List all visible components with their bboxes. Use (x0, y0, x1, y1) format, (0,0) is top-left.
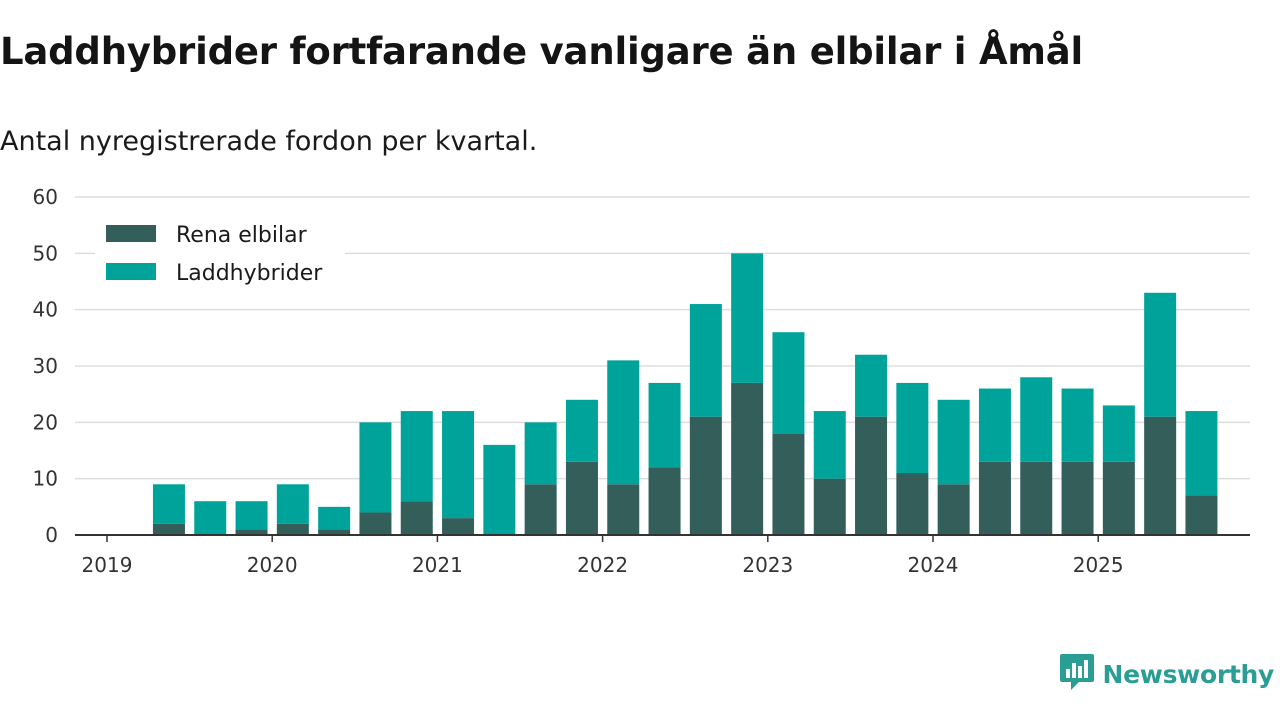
legend: Rena elbilar Laddhybrider (95, 216, 345, 294)
bar-rena-elbilar (235, 529, 268, 535)
bar-rena-elbilar (400, 501, 433, 535)
bar-rena-elbilar (359, 512, 392, 535)
bar-laddhybrider (1061, 388, 1094, 462)
y-tick-label: 0 (45, 523, 58, 547)
bar-rena-elbilar (152, 523, 185, 535)
x-tick-label: 2022 (577, 553, 628, 577)
bar-rena-elbilar (978, 461, 1011, 535)
y-tick-label: 20 (33, 410, 58, 434)
x-tick-label: 2023 (742, 553, 793, 577)
bar-rena-elbilar (442, 518, 475, 535)
bar-laddhybrider (442, 411, 475, 519)
y-tick-label: 40 (33, 298, 58, 322)
bar-laddhybrider (359, 422, 392, 513)
y-tick-label: 60 (33, 185, 58, 209)
x-tick-label: 2025 (1073, 553, 1124, 577)
bar-rena-elbilar (524, 484, 557, 535)
bar-rena-elbilar (1020, 461, 1053, 535)
x-tick-label: 2020 (247, 553, 298, 577)
legend-swatch (106, 263, 156, 280)
axes: 0 10 20 30 40 50 60 2019 2020 2021 2022 2023 2024 202… (33, 185, 1250, 577)
bar-rena-elbilar (855, 416, 888, 535)
bar-rena-elbilar (1061, 461, 1094, 535)
bar-rena-elbilar (731, 382, 764, 535)
bar-laddhybrider (318, 506, 351, 530)
bar-rena-elbilar (937, 484, 970, 535)
bars (152, 253, 1218, 535)
bar-laddhybrider (194, 501, 227, 535)
bar-laddhybrider (276, 484, 309, 524)
bar-laddhybrider (648, 382, 681, 468)
legend-swatch (106, 225, 156, 242)
bar-laddhybrider (152, 484, 185, 524)
bar-laddhybrider (1102, 405, 1135, 462)
bar-laddhybrider (524, 422, 557, 485)
bar-rena-elbilar (318, 529, 351, 535)
x-tick-label: 2021 (412, 553, 463, 577)
bar-laddhybrider (689, 304, 722, 417)
bar-rena-elbilar (813, 478, 846, 535)
bar-laddhybrider (855, 354, 888, 417)
y-tick-label: 10 (33, 467, 58, 491)
bar-rena-elbilar (648, 467, 681, 535)
bar-laddhybrider (1144, 292, 1177, 417)
bar-laddhybrider (1020, 377, 1053, 462)
bar-laddhybrider (235, 501, 268, 530)
bar-laddhybrider (896, 382, 929, 474)
x-tick-label: 2019 (82, 553, 133, 577)
bar-rena-elbilar (1102, 461, 1135, 535)
bar-laddhybrider (483, 444, 516, 535)
bar-laddhybrider (813, 411, 846, 479)
bar-rena-elbilar (896, 473, 929, 535)
bar-rena-elbilar (1144, 416, 1177, 535)
bar-rena-elbilar (565, 461, 598, 535)
bar-laddhybrider (937, 399, 970, 485)
newsworthy-logo: Newsworthy (1059, 652, 1275, 696)
y-tick-label: 30 (33, 354, 58, 378)
bar-rena-elbilar (772, 433, 805, 535)
bar-rena-elbilar (689, 416, 722, 535)
bar-laddhybrider (1185, 411, 1218, 496)
y-tick-label: 50 (33, 241, 58, 265)
chart-title: Laddhybrider fortfarande vanligare än el… (0, 30, 1084, 73)
chart-subtitle: Antal nyregistrerade fordon per kvartal. (0, 126, 538, 157)
bar-rena-elbilar (276, 523, 309, 535)
bar-rena-elbilar (1185, 495, 1218, 535)
bar-laddhybrider (565, 399, 598, 462)
bar-laddhybrider (978, 388, 1011, 462)
bar-rena-elbilar (607, 484, 640, 535)
bar-laddhybrider (731, 253, 764, 383)
legend-label: Rena elbilar (176, 223, 308, 248)
brand-name: Newsworthy (1102, 659, 1275, 689)
bar-laddhybrider (607, 360, 640, 485)
bar-laddhybrider (772, 332, 805, 434)
newsworthy-logo-icon (1059, 652, 1095, 696)
bar-laddhybrider (400, 411, 433, 502)
x-tick-label: 2024 (908, 553, 959, 577)
legend-label: Laddhybrider (176, 261, 323, 286)
